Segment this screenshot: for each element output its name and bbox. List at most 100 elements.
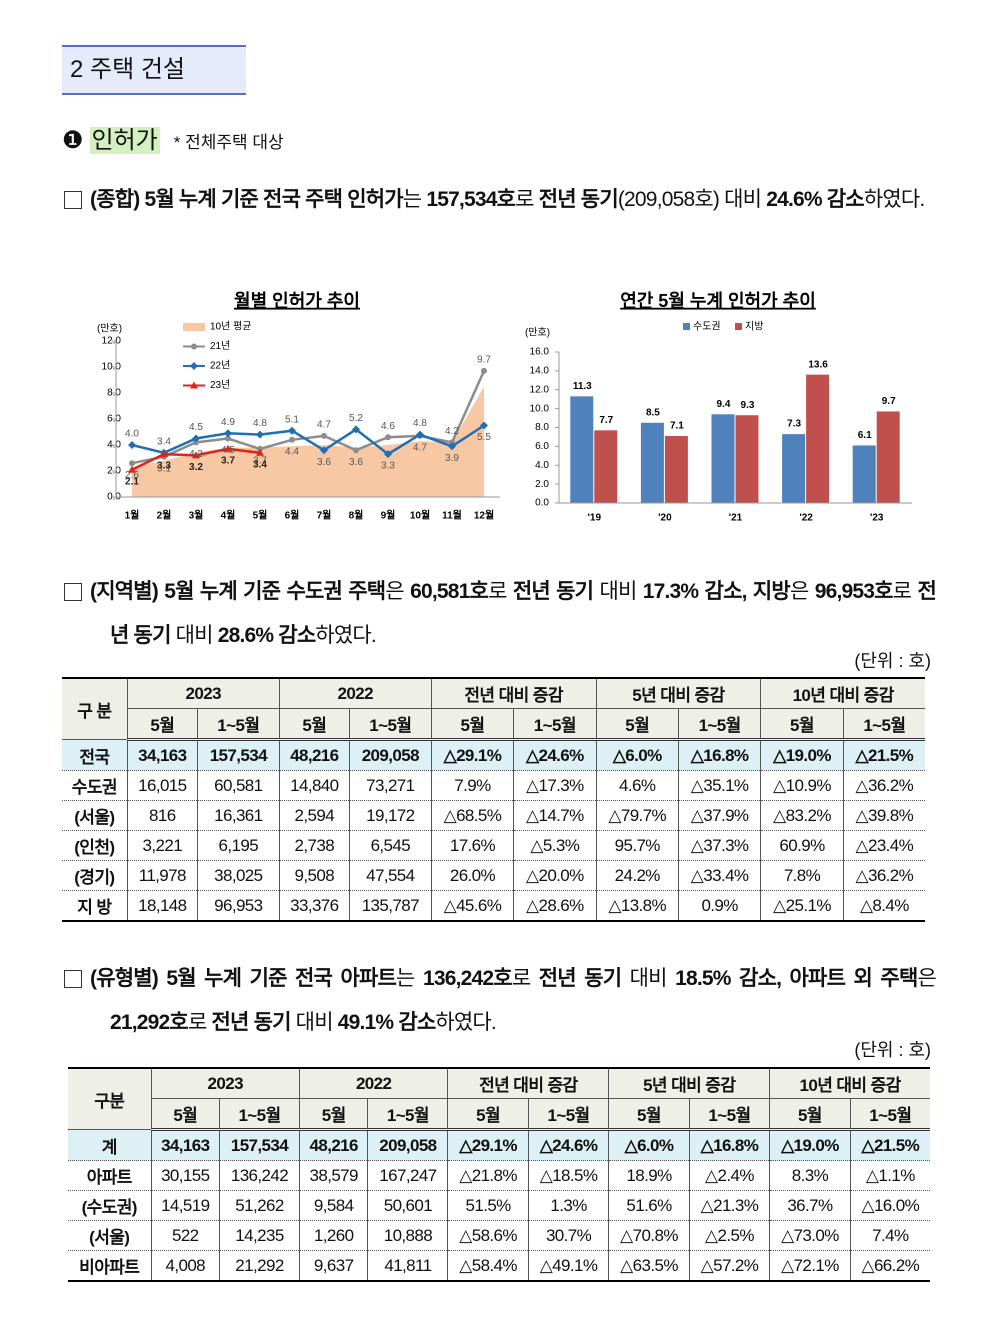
cell: △35.1% <box>677 770 762 801</box>
marker <box>321 432 327 439</box>
cell: △1.1% <box>849 1160 930 1191</box>
data-label: 4.0 <box>125 429 139 440</box>
bar <box>570 396 594 503</box>
data-label: 13.6 <box>808 359 828 370</box>
cell: 3,221 <box>126 830 198 861</box>
cell: △36.2% <box>842 770 925 801</box>
text-segment: 18.5% 감소, 아파트 외 주택 <box>675 967 918 990</box>
marker <box>256 430 264 439</box>
table: 구분 2023 2022 전년 대비 증감 5년 대비 증감 10년 대비 증감 5월 1~5… <box>68 1067 930 1282</box>
text-segment: 28.6% 감소 <box>217 624 316 647</box>
cell: △58.4% <box>447 1250 529 1282</box>
cell: 51,262 <box>219 1190 300 1221</box>
group-header: 5년 대비 증감 <box>595 677 762 709</box>
cell: 14,840 <box>278 770 350 801</box>
legend-swatch <box>683 323 690 330</box>
cell: △37.9% <box>677 800 762 831</box>
cell: 17.6% <box>430 830 515 861</box>
table-row: 계 34,163 157,534 48,216 209,058 △29.1% △24.6% △… <box>68 1129 930 1161</box>
text-segment: 전년 동기 <box>512 580 594 603</box>
text-segment: 대비 <box>621 967 676 990</box>
cell: 157,534 <box>219 1129 300 1161</box>
text-segment: 대비 <box>170 624 218 647</box>
bar <box>735 415 759 503</box>
sub-header: 1~5월 <box>513 708 597 741</box>
cell: 51.6% <box>608 1190 690 1221</box>
y-tick-label: 10.0 <box>102 362 122 373</box>
bar <box>852 445 876 503</box>
sub-header: 1~5월 <box>677 708 762 741</box>
text-segment: 전년 동기 <box>538 967 622 990</box>
x-tick-label: 5월 <box>253 510 268 522</box>
data-label: 3.3 <box>157 461 171 472</box>
x-tick-label: 2월 <box>157 510 172 522</box>
cell: △21.8% <box>447 1160 529 1191</box>
cell: 73,271 <box>348 770 432 801</box>
cell: △16.8% <box>688 1129 771 1161</box>
cell: 96,953 <box>196 890 280 922</box>
data-label: 4.7 <box>413 443 427 454</box>
cell: 18,148 <box>126 890 198 922</box>
data-label: 3.6 <box>349 457 363 468</box>
legend-swatch <box>735 323 742 330</box>
cell: 136,242 <box>219 1160 300 1191</box>
row-label: (경기) <box>62 860 128 891</box>
cell: △2.4% <box>688 1160 771 1191</box>
data-label: 4.6 <box>381 421 395 432</box>
cell: △13.8% <box>595 890 679 922</box>
legend-swatch <box>183 323 205 331</box>
cell: 2,738 <box>278 830 350 861</box>
text-segment: 21,292호 <box>110 1011 189 1034</box>
x-tick-label: '21 <box>729 513 743 524</box>
cell: 11,978 <box>126 860 198 891</box>
table-row: (인천) 3,221 6,195 2,738 6,545 17.6% △5.3% 95.7% △… <box>62 830 925 861</box>
cell: 16,361 <box>196 800 280 831</box>
marker <box>160 450 168 458</box>
data-label: 7.1 <box>670 421 684 432</box>
row-label: 비아파트 <box>68 1250 152 1282</box>
cell: 16,015 <box>126 770 198 801</box>
data-label: 7.7 <box>599 415 613 426</box>
bar <box>782 434 806 503</box>
corner-header: 구 분 <box>62 677 128 740</box>
cell: 21,292 <box>219 1250 300 1282</box>
legend-label: 22년 <box>210 360 230 372</box>
paragraph: (종합) 5월 누계 기준 전국 주택 인허가는 157,534호로 전년 동기… <box>62 178 936 222</box>
x-tick-label: 7월 <box>317 510 332 522</box>
bar <box>640 422 664 503</box>
x-tick-label: 9월 <box>381 510 396 522</box>
text-segment: 24.6% 감소 <box>766 188 864 211</box>
row-label: 전국 <box>62 739 128 771</box>
cell: △21.3% <box>688 1190 771 1221</box>
cell: △68.5% <box>430 800 515 831</box>
group-header: 2023 <box>150 1067 300 1099</box>
cell: 50,601 <box>367 1190 449 1221</box>
cell: 33,376 <box>278 890 350 922</box>
cell: 9,584 <box>298 1190 369 1221</box>
table-row: 수도권 16,015 60,581 14,840 73,271 7.9% △17.3% 4.6… <box>62 770 925 801</box>
cell: 60,581 <box>196 770 280 801</box>
x-tick-label: 3월 <box>189 510 204 522</box>
cell: 7.8% <box>760 860 844 891</box>
cell: 8.3% <box>769 1160 851 1191</box>
table-body: 전국 34,163 157,534 48,216 209,058 △29.1% △24.6%… <box>62 739 925 922</box>
chart-title: 연간 5월 누계 인허가 추이 <box>620 291 816 311</box>
cell: △57.2% <box>688 1250 771 1282</box>
data-label: 9.7 <box>882 396 896 407</box>
group-header: 전년 대비 증감 <box>447 1067 610 1099</box>
sub-header: 1~5월 <box>219 1098 300 1131</box>
row-label: (서울) <box>62 800 128 831</box>
y-tick-label: 16.0 <box>530 347 550 358</box>
line <box>131 424 485 456</box>
marker <box>289 436 295 443</box>
cell: △49.1% <box>527 1250 610 1282</box>
cell: 6,195 <box>196 830 280 861</box>
legend-label: 지방 <box>745 321 763 333</box>
x-tick-label: '20 <box>658 513 672 524</box>
legend-label: 23년 <box>210 379 230 391</box>
checkbox <box>64 583 82 601</box>
cell: △8.4% <box>842 890 925 922</box>
marker <box>192 434 200 443</box>
group-header: 전년 대비 증감 <box>430 677 597 709</box>
data-label: 7.3 <box>787 419 801 430</box>
